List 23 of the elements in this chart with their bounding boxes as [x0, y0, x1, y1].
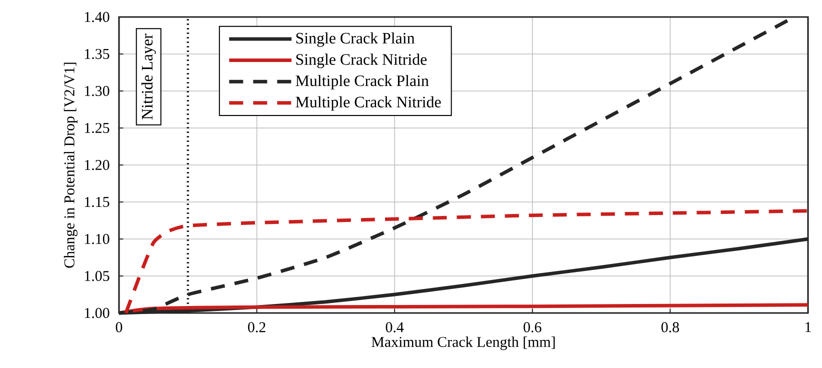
ref-line-label: Nitride Layer [141, 34, 156, 120]
y-axis-title: Change in Potential Drop [V2/V1] [64, 62, 78, 268]
y-tick-label: 1.40 [84, 12, 110, 22]
y-tick-label: 1.00 [84, 308, 110, 318]
x-tick-label: 0.2 [248, 322, 266, 332]
y-tick-label: 1.10 [84, 234, 110, 244]
y-tick-label: 1.15 [84, 196, 110, 208]
legend-label: Single Crack Nitride [296, 54, 427, 68]
y-tick-label: 1.35 [84, 48, 110, 60]
x-axis-title: Maximum Crack Length [mm] [372, 336, 555, 350]
y-tick-label: 1.05 [84, 270, 110, 282]
y-tick-label: 1.20 [84, 160, 110, 170]
x-tick-label: 0 [116, 322, 122, 332]
legend-label: Multiple Crack Nitride [296, 96, 441, 111]
legend-label: Multiple Crack Plain [296, 74, 429, 90]
y-tick-label: 1.25 [84, 122, 110, 134]
x-tick-label: 0.8 [661, 322, 679, 332]
x-tick-label: 0.6 [524, 322, 542, 332]
y-tick-label: 1.30 [84, 86, 110, 96]
line-series [124, 209, 810, 315]
x-tick-label: 0.4 [386, 322, 404, 332]
legend-label: Single Crack Plain [296, 32, 415, 47]
x-tick-label: 1 [806, 322, 811, 332]
